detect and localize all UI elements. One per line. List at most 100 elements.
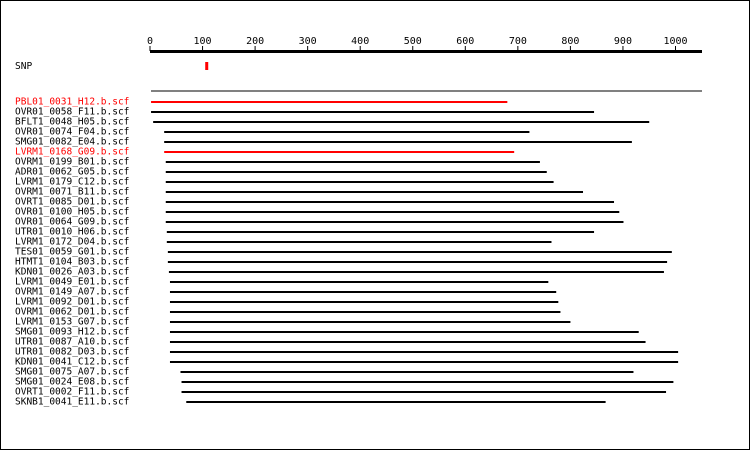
read-bar	[164, 131, 530, 133]
axis-tick-label: 900	[614, 36, 632, 47]
read-row: OVRT1_0002_F11.b.scf	[15, 387, 667, 398]
read-row: OVR01_0058_F11.b.scf	[15, 107, 595, 118]
axis-tick-label: 400	[351, 36, 369, 47]
read-name: LVRM1_0172_D04.b.scf	[15, 237, 129, 248]
read-bar	[181, 381, 674, 383]
read-row: OVRM1_0199_B01.b.scf	[15, 157, 540, 168]
read-row: SMG01_0093_H12.b.scf	[15, 327, 639, 338]
read-row: OVRM1_0071_B11.b.scf	[15, 187, 584, 198]
read-name: OVR01_0064_G09.b.scf	[15, 217, 129, 228]
read-bar	[169, 361, 679, 363]
read-name: UTR01_0082_D03.b.scf	[15, 347, 129, 358]
read-row: SMG01_0075_A07.b.scf	[15, 367, 634, 378]
read-row: OVR01_0100_H05.b.scf	[15, 207, 620, 218]
read-bar	[169, 301, 559, 303]
read-bar	[167, 251, 672, 253]
read-bar	[165, 191, 584, 193]
read-row: OVR01_0074_F04.b.scf	[15, 127, 530, 138]
axis-tick-label: 100	[194, 36, 212, 47]
read-name: OVRT1_0002_F11.b.scf	[15, 387, 129, 398]
read-bar	[165, 171, 547, 173]
read-bar	[186, 401, 606, 403]
snp-track: SNP	[15, 61, 702, 92]
reads-track: PBL01_0031_H12.b.scfOVR01_0058_F11.b.scf…	[15, 97, 679, 408]
read-name: HTMT1_0104_B03.b.scf	[15, 257, 129, 268]
read-bar	[180, 371, 634, 373]
read-name: UTR01_0010_H06.b.scf	[15, 227, 129, 238]
read-name: OVRM1_0071_B11.b.scf	[15, 187, 129, 198]
read-name: TES01_0059_G01.b.scf	[15, 247, 129, 258]
read-bar	[151, 111, 595, 113]
read-bar	[165, 201, 615, 203]
read-name: BFLT1_0048_H05.b.scf	[15, 117, 129, 128]
read-bar	[166, 241, 552, 243]
read-row: KDN01_0041_C12.b.scf	[15, 357, 679, 368]
read-name: OVR01_0100_H05.b.scf	[15, 207, 129, 218]
read-row: BFLT1_0048_H05.b.scf	[15, 117, 650, 128]
read-name: LVRM1_0168_G09.b.scf	[15, 147, 129, 158]
read-row: UTR01_0010_H06.b.scf	[15, 227, 595, 238]
read-name: OVR01_0058_F11.b.scf	[15, 107, 129, 118]
read-name: LVRM1_0092_D01.b.scf	[15, 297, 129, 308]
read-name: OVRT1_0085_D01.b.scf	[15, 197, 129, 208]
axis-tick-label: 600	[456, 36, 474, 47]
read-name: KDN01_0026_A03.b.scf	[15, 267, 129, 278]
read-name: LVRM1_0153_G07.b.scf	[15, 317, 129, 328]
read-name: UTR01_0087_A10.b.scf	[15, 337, 129, 348]
read-bar	[165, 211, 620, 213]
read-bar	[168, 271, 664, 273]
read-name: LVRM1_0049_E01.b.scf	[15, 277, 129, 288]
read-bar	[181, 391, 667, 393]
read-row: OVRT1_0085_D01.b.scf	[15, 197, 615, 208]
read-bar	[153, 121, 650, 123]
read-row: UTR01_0082_D03.b.scf	[15, 347, 679, 358]
read-name: OVRM1_0062_D01.b.scf	[15, 307, 129, 318]
read-bar	[151, 101, 508, 103]
read-row: LVRM1_0179_C12.b.scf	[15, 177, 554, 188]
snp-label: SNP	[15, 61, 32, 72]
read-name: ADR01_0062_G05.b.scf	[15, 167, 129, 178]
read-name: SMG01_0082_E04.b.scf	[15, 137, 129, 148]
read-row: PBL01_0031_H12.b.scf	[15, 97, 508, 108]
read-bar	[164, 151, 515, 153]
read-row: TES01_0059_G01.b.scf	[15, 247, 672, 258]
read-row: KDN01_0026_A03.b.scf	[15, 267, 664, 278]
read-name: KDN01_0041_C12.b.scf	[15, 357, 129, 368]
read-bar	[165, 161, 540, 163]
read-bar	[169, 351, 679, 353]
snp-marker	[205, 62, 209, 70]
read-bar	[169, 281, 549, 283]
axis-tick-label: 1000	[663, 36, 687, 47]
read-row: SMG01_0024_E08.b.scf	[15, 377, 674, 388]
read-bar	[169, 291, 557, 293]
read-name: SMG01_0093_H12.b.scf	[15, 327, 129, 338]
read-row: LVRM1_0092_D01.b.scf	[15, 297, 559, 308]
read-bar	[165, 181, 554, 183]
read-name: LVRM1_0179_C12.b.scf	[15, 177, 129, 188]
read-bar	[166, 231, 595, 233]
read-row: LVRM1_0172_D04.b.scf	[15, 237, 552, 248]
axis-tick-label: 200	[246, 36, 264, 47]
read-name: PBL01_0031_H12.b.scf	[15, 97, 129, 108]
read-row: LVRM1_0049_E01.b.scf	[15, 277, 549, 288]
read-bar	[165, 221, 624, 223]
axis-tick-label: 300	[299, 36, 317, 47]
read-row: HTMT1_0104_B03.b.scf	[15, 257, 668, 268]
read-name: OVRM1_0149_A07.b.scf	[15, 287, 129, 298]
read-bar	[167, 261, 668, 263]
read-name: SMG01_0075_A07.b.scf	[15, 367, 129, 378]
axis-tick-label: 0	[147, 36, 153, 47]
read-row: LVRM1_0153_G07.b.scf	[15, 317, 571, 328]
axis-tick-label: 700	[509, 36, 527, 47]
read-row: UTR01_0087_A10.b.scf	[15, 337, 646, 348]
read-row: ADR01_0062_G05.b.scf	[15, 167, 547, 178]
read-row: OVR01_0064_G09.b.scf	[15, 217, 624, 228]
read-row: SKNB1_0041_E11.b.scf	[15, 397, 606, 408]
read-bar	[169, 321, 571, 323]
read-row: OVRM1_0149_A07.b.scf	[15, 287, 557, 298]
read-row: LVRM1_0168_G09.b.scf	[15, 147, 515, 158]
read-name: SMG01_0024_E08.b.scf	[15, 377, 129, 388]
axis-line	[150, 50, 702, 53]
read-bar	[169, 331, 639, 333]
